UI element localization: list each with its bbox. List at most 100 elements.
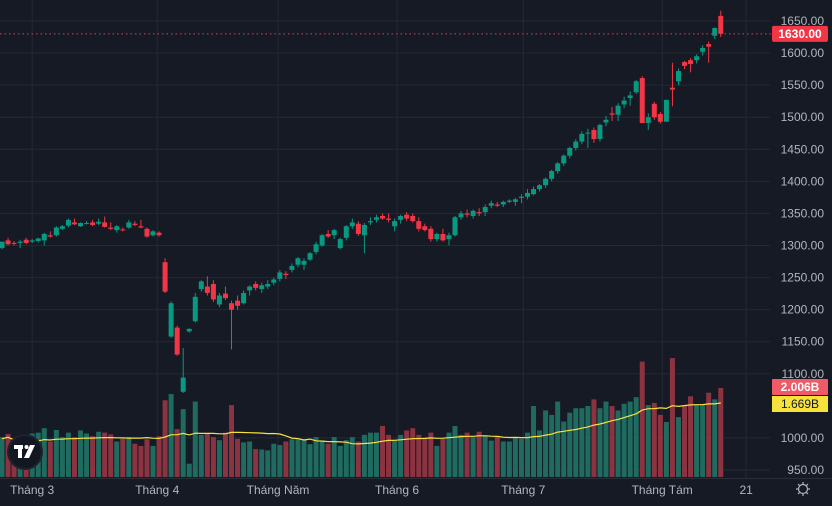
volume-bar [174,429,180,477]
candle-body [482,207,488,213]
volume-bar [452,425,458,477]
volume-bar [700,405,706,477]
volume-bar [404,430,410,477]
price-tick-label: 1200.00 [781,303,825,317]
time-tick-label: Tháng Năm [247,483,310,497]
candle-body [162,262,168,292]
price-tick-label: 1100.00 [782,367,825,381]
candle-body [585,132,591,134]
volume-bar [204,433,210,477]
volume-bar [597,408,603,477]
volume-bar [603,401,609,477]
candle-body [35,238,41,242]
candle-body [108,227,114,229]
price-tick-label: 1300.00 [781,239,825,253]
volume-bar [410,428,416,477]
volume-bar [657,414,663,477]
time-tick-label: Tháng 4 [135,483,179,497]
candle-body [102,222,108,227]
volume-bar [289,439,295,477]
volume-bar [694,405,700,477]
volume-bar [688,396,694,477]
volume-bar [718,388,724,477]
volume-bar [222,432,228,477]
time-axis[interactable]: Tháng 3 Tháng 4 Tháng Năm Tháng 6 Tháng 7 Thá… [10,483,753,497]
candle-body [537,185,543,190]
candle-body [23,239,29,243]
candle-body [355,223,361,234]
volume-bar [150,445,156,477]
candle-body [682,62,688,66]
candle-body [718,15,724,34]
candle-body [144,228,150,237]
volume-bar [561,421,567,477]
candle-body [138,226,144,228]
volume-bar [367,432,373,477]
candle-body [476,212,482,214]
volume-bar [162,400,168,477]
last-price-badge: 1630.00 [772,25,828,42]
candle-body [241,292,247,304]
volume-bar [476,431,482,477]
candle-body [126,222,132,228]
volume-bar [126,437,132,477]
volume-bar [53,429,59,477]
volume-bar [531,406,537,477]
volume-bar [253,449,259,477]
candle-body [675,71,681,82]
candle-body [289,266,295,270]
volume-bar [567,412,573,477]
volume-bar [168,394,174,477]
price-tick-label: 1600.00 [781,46,825,60]
price-tick-label: 1550.00 [781,78,825,92]
volume-bar [325,443,331,477]
price-axis[interactable]: 1650.00 1600.00 1550.00 1500.00 1450.00 1400.… [781,14,825,477]
volume-bar [591,399,597,477]
volume-bars [0,358,724,477]
candle-body [343,226,349,238]
candle-body [96,221,102,224]
tradingview-logo[interactable] [7,434,43,470]
volume-bar [573,408,579,477]
price-tick-label: 1000.00 [781,431,825,445]
candle-body [428,228,434,240]
candle-body [29,240,35,242]
candle-body [59,226,65,229]
svg-text:1.669B: 1.669B [781,397,819,411]
candle-body [150,231,156,236]
volume-bar [422,437,428,477]
candle-body [464,213,470,215]
candle-body [512,199,518,202]
volume-bar [440,438,446,477]
candle-body [313,244,319,252]
candle-body [621,100,627,105]
candle-body [404,214,410,219]
volume-bar [392,440,398,477]
volume-bar [639,361,645,477]
volume-bar [229,405,235,477]
candle-body [186,328,192,332]
candle-body [452,217,458,236]
volume-bar [524,432,530,477]
volume-bar [488,440,494,477]
volume-bar [464,432,470,477]
volume-bar [337,445,343,477]
candle-body [615,105,621,115]
candle-body [669,87,675,90]
candle-body [17,241,23,243]
candle-body [120,229,126,231]
candle-body [706,44,712,47]
gear-icon[interactable] [796,482,810,496]
candle-body [392,221,398,227]
candle-body [567,148,573,156]
candle-body [446,235,452,240]
candle-body [277,272,283,279]
candle-body [222,293,228,299]
candle-body [229,303,235,310]
price-tick-label: 1250.00 [781,271,825,285]
volume-bar [633,397,639,477]
volume-bar [482,435,488,477]
candle-body [694,56,700,61]
